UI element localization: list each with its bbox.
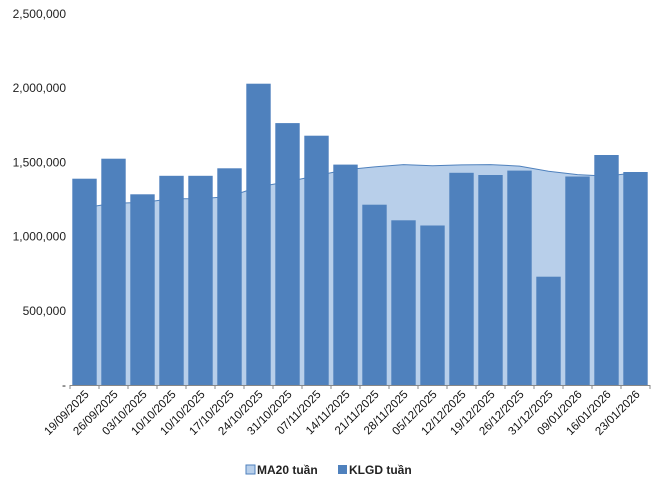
bar-klgd	[101, 158, 126, 385]
bar-klgd	[420, 225, 445, 385]
bar-klgd	[623, 172, 648, 385]
y-tick-label: 500,000	[23, 304, 67, 318]
bar-klgd	[565, 176, 590, 385]
bar-layer	[72, 83, 648, 385]
x-tick-labels: 19/09/202526/09/202503/10/202510/10/2025…	[42, 389, 642, 438]
legend-swatch-ma20	[245, 464, 256, 475]
legend-swatch-klgd	[338, 465, 347, 474]
bar-klgd	[217, 168, 242, 385]
bar-klgd	[246, 83, 271, 385]
bar-klgd	[304, 135, 329, 385]
y-tick-label: -	[62, 378, 66, 392]
bar-klgd	[594, 155, 619, 385]
bar-klgd	[362, 204, 387, 385]
y-tick-label: 1,000,000	[13, 230, 67, 244]
bar-klgd	[188, 175, 213, 385]
bar-klgd	[159, 175, 184, 385]
bar-klgd	[536, 276, 561, 385]
bar-klgd	[391, 220, 416, 385]
y-tick-label: 2,500,000	[13, 7, 67, 21]
bar-klgd	[449, 172, 474, 385]
bar-klgd	[130, 194, 155, 385]
bar-klgd	[275, 123, 300, 385]
y-tick-labels: - 500,000 1,000,000 1,500,000 2,000,000 2,500…	[13, 7, 67, 392]
legend-label-ma20: MA20 tuần	[257, 463, 318, 477]
legend: MA20 tuần KLGD tuần	[245, 463, 412, 477]
y-tick-label: 1,500,000	[13, 155, 67, 169]
bar-klgd	[507, 170, 532, 385]
bar-klgd	[72, 178, 97, 385]
y-tick-label: 2,000,000	[13, 81, 67, 95]
bar-klgd	[333, 164, 358, 385]
legend-label-klgd: KLGD tuần	[349, 463, 412, 477]
bar-klgd	[478, 175, 503, 385]
axis-layer	[69, 385, 651, 389]
